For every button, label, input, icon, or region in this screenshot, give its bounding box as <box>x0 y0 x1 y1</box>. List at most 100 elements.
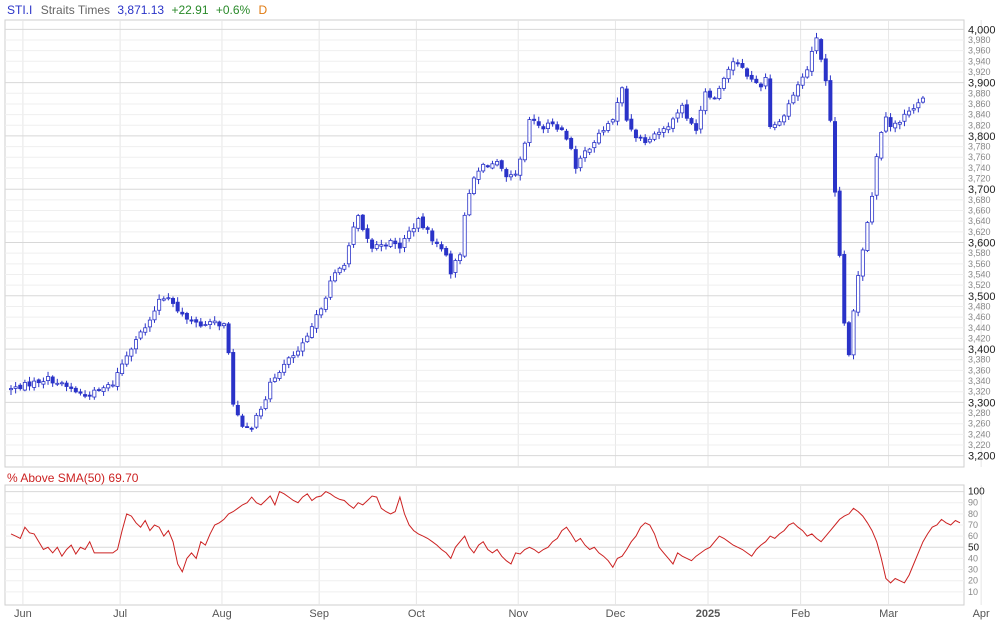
candle-body <box>823 58 828 82</box>
x-tick-label: Oct <box>408 608 425 620</box>
candle-body <box>624 88 629 121</box>
price-tick-label: 3,380 <box>968 355 991 365</box>
candle-body <box>78 391 83 394</box>
candle-body <box>133 339 138 350</box>
candle-body <box>763 76 768 87</box>
candle-body <box>180 311 185 315</box>
candle-body <box>171 298 176 304</box>
candle-body <box>698 109 703 130</box>
candle-body <box>323 297 328 310</box>
x-tick-label: Jul <box>113 608 127 620</box>
indicator-layer <box>10 490 961 584</box>
candle-body <box>583 150 588 159</box>
candle-body <box>643 137 648 144</box>
candle-body <box>754 78 759 84</box>
candle-body <box>291 355 296 359</box>
candle-body <box>680 104 685 114</box>
candle-body <box>393 240 398 245</box>
candle-body <box>309 326 314 338</box>
candle-body <box>8 388 13 391</box>
x-tick-label: 2025 <box>696 608 720 620</box>
candle-body <box>897 122 902 125</box>
candle-body <box>342 264 347 270</box>
price-tick-label: 3,220 <box>968 440 991 450</box>
price-header: STI.I Straits Times 3,871.13 +22.91 +0.6… <box>7 3 267 17</box>
candle-body <box>467 193 472 216</box>
candle-body <box>735 62 740 65</box>
candle-body <box>888 117 893 127</box>
candle-body <box>36 379 41 384</box>
candle-body <box>615 102 620 122</box>
candle-layer <box>8 32 925 432</box>
candle-body <box>772 124 777 128</box>
change-percent: +0.6% <box>215 3 251 17</box>
indicator-header: % Above SMA(50) 69.70 <box>7 471 138 485</box>
x-tick-label: Nov <box>508 608 528 620</box>
candle-body <box>749 74 754 80</box>
price-tick-label: 3,880 <box>968 88 991 98</box>
price-tick-label: 3,780 <box>968 142 991 152</box>
candle-body <box>268 381 273 400</box>
candle-body <box>27 381 32 387</box>
candle-body <box>124 355 129 365</box>
candle-body <box>245 426 250 429</box>
candle-body <box>573 149 578 169</box>
candle-body <box>221 323 226 327</box>
candle-body <box>907 110 912 116</box>
candle-body <box>809 51 814 72</box>
candle-body <box>911 108 916 111</box>
candle-body <box>198 321 203 327</box>
indicator-tick-label: 60 <box>968 531 978 541</box>
candle-body <box>226 323 231 354</box>
indicator-tick-label: 50 <box>968 542 980 553</box>
candle-body <box>87 394 92 397</box>
candle-body <box>50 376 55 384</box>
candle-body <box>69 386 74 389</box>
period-label[interactable]: D <box>258 3 268 17</box>
candle-body <box>258 408 263 417</box>
candle-body <box>508 174 513 178</box>
candle-body <box>606 123 611 131</box>
price-tick-label: 3,480 <box>968 301 991 311</box>
candle-body <box>592 142 597 149</box>
price-tick-label: 3,720 <box>968 174 991 184</box>
candle-body <box>652 133 657 140</box>
price-tick-label: 3,920 <box>968 67 991 77</box>
price-tick-label: 3,580 <box>968 248 991 258</box>
candle-body <box>416 218 421 229</box>
candle-body <box>333 272 338 282</box>
price-tick-label: 3,300 <box>968 397 996 409</box>
candle-body <box>92 389 97 398</box>
candle-body <box>439 244 444 250</box>
x-tick-label: Sep <box>309 608 329 620</box>
candle-body <box>657 131 662 135</box>
candle-body <box>184 312 189 320</box>
candle-body <box>578 157 583 169</box>
price-tick-label: 3,620 <box>968 227 991 237</box>
candle-body <box>277 372 282 379</box>
symbol-label[interactable]: STI.I <box>7 3 33 17</box>
candle-body <box>129 348 134 357</box>
candle-body <box>708 90 713 98</box>
candle-body <box>138 331 143 339</box>
candle-body <box>388 240 393 247</box>
candle-body <box>587 148 592 153</box>
candle-body <box>41 381 46 385</box>
candle-body <box>865 222 870 251</box>
x-tick-label: Apr <box>973 608 990 620</box>
candle-body <box>166 297 171 300</box>
candle-body <box>883 116 888 132</box>
candle-body <box>782 115 787 123</box>
candle-body <box>721 77 726 89</box>
candle-body <box>337 267 342 274</box>
candle-body <box>518 158 523 176</box>
candle-body <box>59 382 64 385</box>
candle-body <box>217 321 222 327</box>
candle-body <box>800 76 805 86</box>
candle-body <box>601 130 606 133</box>
price-tick-label: 3,540 <box>968 269 991 279</box>
candle-body <box>916 102 921 109</box>
price-tick-label: 3,600 <box>968 238 996 250</box>
candle-body <box>319 308 324 316</box>
candle-body <box>448 253 453 275</box>
